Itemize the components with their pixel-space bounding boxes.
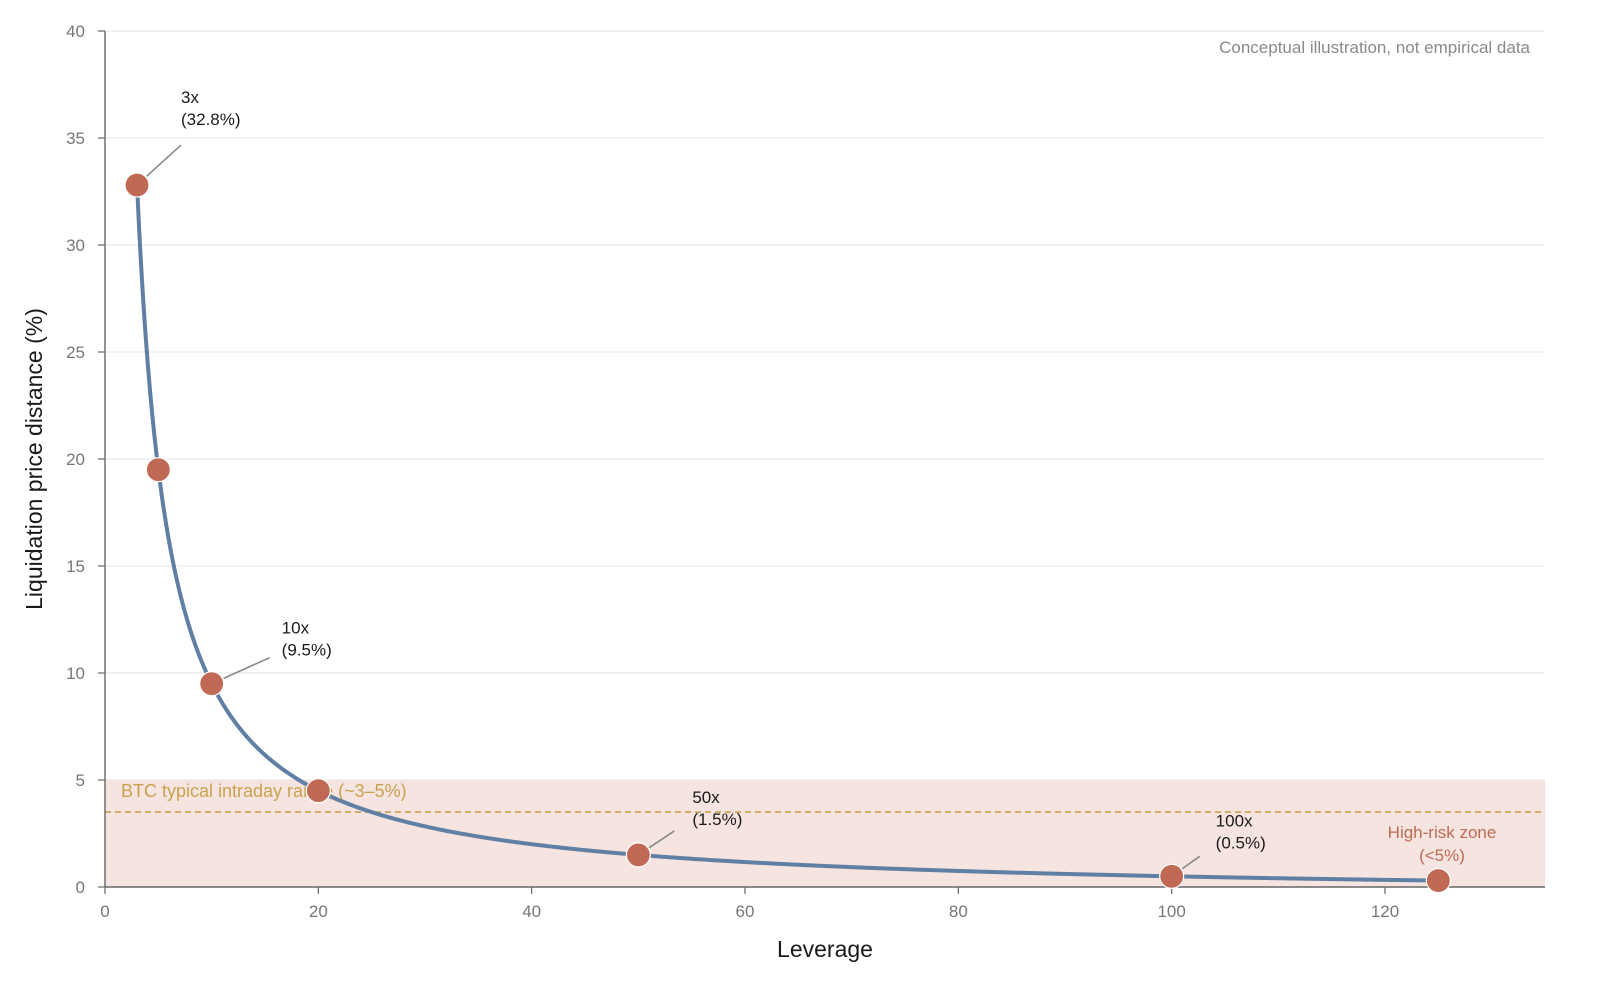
x-tick-label: 120 (1371, 902, 1399, 921)
high-risk-zone (105, 780, 1545, 887)
data-point (124, 172, 150, 198)
data-points (124, 172, 1451, 894)
gridlines (105, 30, 1545, 781)
y-tick-label: 25 (66, 343, 85, 362)
y-tick-label: 10 (66, 664, 85, 683)
y-tick-label: 35 (66, 129, 85, 148)
x-tick-label: 80 (949, 902, 968, 921)
annotation-leverage: 100x (1216, 811, 1253, 830)
annotation-leader (223, 656, 270, 680)
data-point (1425, 867, 1451, 894)
data-point (199, 671, 225, 697)
annotation-leverage: 10x (282, 619, 310, 638)
annotation-distance: (1.5%) (692, 810, 742, 829)
annotation-leader (648, 830, 675, 849)
y-tick-label: 15 (66, 557, 85, 576)
annotation-distance: (9.5%) (282, 641, 332, 660)
x-tick-label: 100 (1157, 902, 1185, 921)
y-tick-label: 40 (66, 22, 85, 41)
y-axis-title: Liquidation price distance (%) (21, 308, 47, 610)
x-tick-label: 60 (736, 902, 755, 921)
annotation-leverage: 50x (692, 788, 720, 807)
x-axis-title: Leverage (777, 936, 873, 962)
data-point (305, 778, 331, 804)
x-tick-label: 40 (522, 902, 541, 921)
high-risk-zone-label: High-risk zone (1388, 823, 1497, 842)
y-tick-label: 0 (76, 878, 85, 897)
annotation-leverage: 3x (181, 88, 199, 107)
high-risk-zone-threshold: (<5%) (1419, 846, 1465, 865)
axes: 0 5 10 15 20 25 30 35 40 0 20 40 60 80 100 120 (66, 22, 1545, 921)
y-tick-label: 20 (66, 450, 85, 469)
y-tick-label: 5 (76, 771, 85, 790)
chart-note: Conceptual illustration, not empirical d… (1219, 38, 1530, 57)
intraday-range-label: BTC typical intraday range (~3–5%) (121, 781, 407, 801)
annotation-leader (146, 144, 182, 177)
liquidation-curve (135, 182, 1441, 883)
annotation-distance: (32.8%) (181, 110, 241, 129)
data-point (145, 457, 171, 483)
y-tick-label: 30 (66, 236, 85, 255)
data-point (625, 842, 651, 868)
x-tick-label: 20 (309, 902, 328, 921)
annotation-leader (1181, 855, 1201, 870)
annotation-distance: (0.5%) (1216, 833, 1266, 852)
data-point (1159, 863, 1185, 889)
x-tick-label: 0 (100, 902, 109, 921)
annotations: 3x (32.8%) 10x (9.5%) 50x (1.5%) 100x (0.5%) (146, 88, 1266, 870)
